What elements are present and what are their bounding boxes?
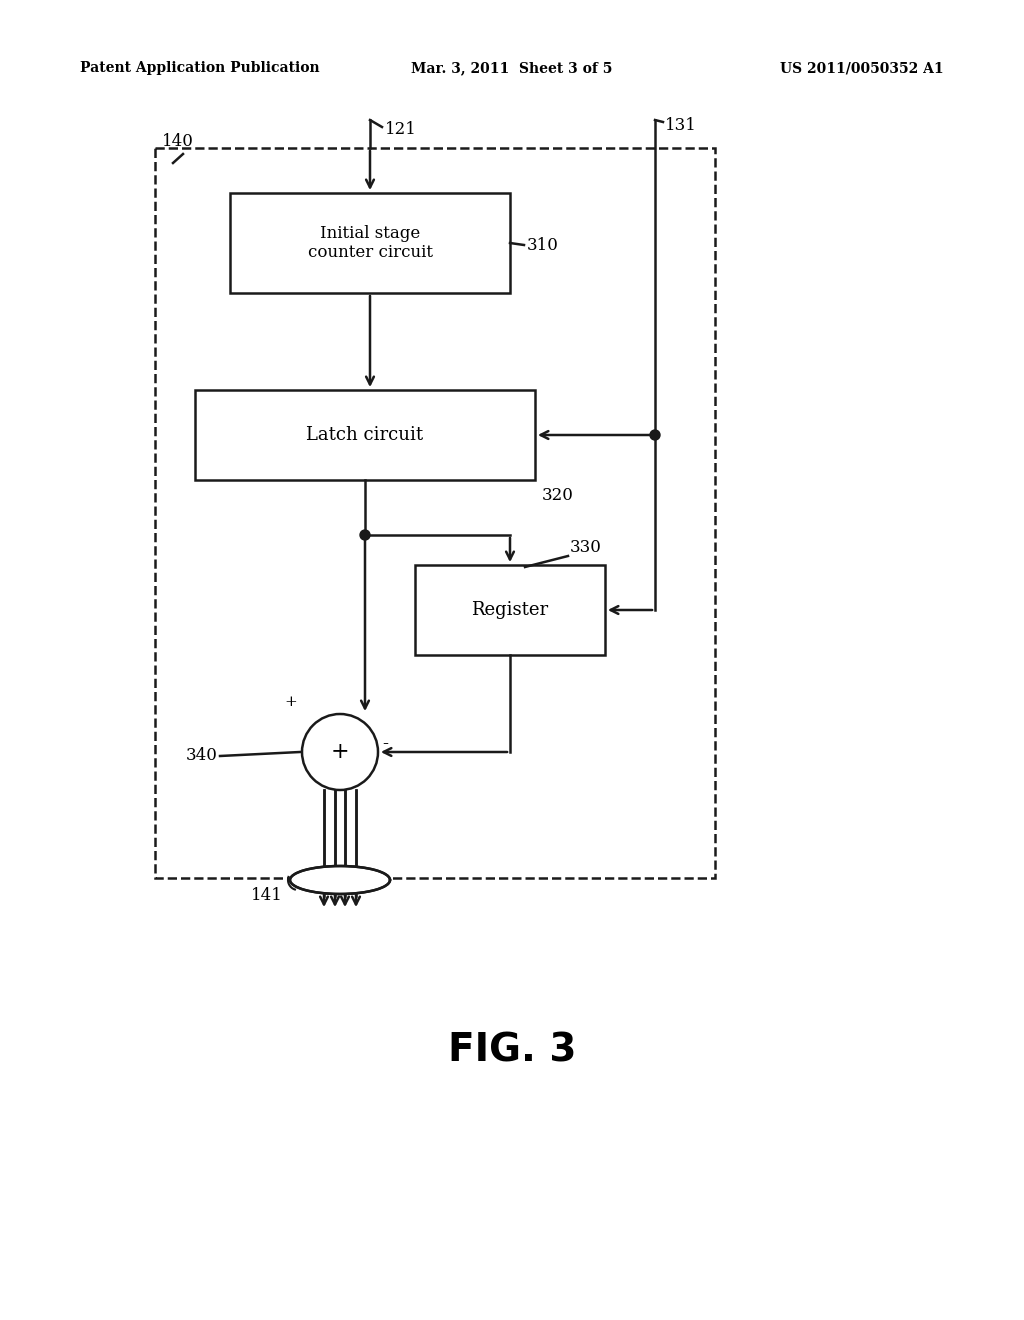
- Bar: [230, 193, 510, 293]
- Text: -: -: [382, 735, 388, 752]
- Circle shape: [650, 430, 660, 440]
- Text: Initial stage
counter circuit: Initial stage counter circuit: [307, 224, 432, 261]
- Text: Latch circuit: Latch circuit: [306, 426, 424, 444]
- Text: 340: 340: [186, 747, 218, 764]
- Text: +: +: [285, 696, 297, 709]
- Text: US 2011/0050352 A1: US 2011/0050352 A1: [780, 61, 944, 75]
- Text: Register: Register: [471, 601, 549, 619]
- Text: 121: 121: [385, 121, 417, 139]
- Text: Mar. 3, 2011  Sheet 3 of 5: Mar. 3, 2011 Sheet 3 of 5: [412, 61, 612, 75]
- Text: 131: 131: [665, 116, 697, 133]
- Bar: [195, 389, 535, 480]
- Ellipse shape: [290, 866, 390, 894]
- Text: Patent Application Publication: Patent Application Publication: [80, 61, 319, 75]
- Circle shape: [302, 714, 378, 789]
- Text: 310: 310: [527, 236, 559, 253]
- Text: 141: 141: [251, 887, 283, 903]
- Circle shape: [360, 531, 370, 540]
- Text: FIG. 3: FIG. 3: [447, 1031, 577, 1069]
- Bar: [415, 565, 605, 655]
- Text: 330: 330: [570, 540, 602, 557]
- Text: +: +: [331, 741, 349, 763]
- Text: 320: 320: [542, 487, 573, 503]
- Text: 140: 140: [162, 133, 194, 150]
- Bar: [155, 148, 715, 878]
